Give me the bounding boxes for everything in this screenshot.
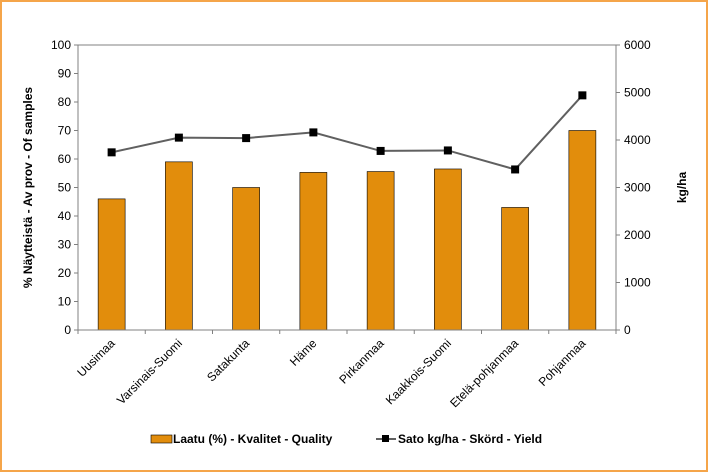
y-tick-label: 30 [58, 238, 72, 252]
y2-tick-label: 3000 [624, 181, 651, 195]
x-tick-label: Pirkanmaa [336, 336, 387, 387]
y-tick-label: 80 [58, 95, 72, 109]
y-tick-label: 20 [58, 266, 72, 280]
bar [568, 130, 597, 331]
x-tick-label: Kaakkois-Suomi [383, 336, 454, 407]
x-tick-label: Pohjanmaa [536, 336, 589, 389]
x-tick-label: Uusimaa [74, 336, 118, 380]
legend-line-marker [382, 435, 389, 442]
y2-tick-label: 1000 [624, 276, 651, 290]
legend-line-label: Sato kg/ha - Skörd - Yield [398, 432, 542, 446]
y-tick-label: 0 [64, 323, 71, 337]
bar [232, 187, 260, 331]
bar [97, 198, 126, 331]
y2-tick-label: 5000 [624, 86, 651, 100]
yield-point [511, 165, 520, 174]
y-tick-label: 10 [58, 295, 72, 309]
y2-tick-label: 4000 [624, 133, 651, 147]
yield-point [309, 128, 318, 137]
x-tick-label: Varsinais-Suomi [114, 336, 185, 407]
legend-bar-swatch [150, 434, 173, 444]
y-tick-label: 70 [58, 124, 72, 138]
bar [434, 168, 462, 331]
y2-tick-label: 0 [624, 323, 631, 337]
yield-point [443, 146, 452, 155]
y-tick-label: 50 [58, 181, 72, 195]
yield-point [578, 91, 587, 100]
bar [366, 171, 395, 331]
legend-bar-label: Laatu (%) - Kvalitet - Quality [173, 432, 333, 446]
y2-tick-label: 2000 [624, 228, 651, 242]
yield-point [107, 148, 116, 157]
y-tick-label: 100 [51, 38, 71, 52]
yield-point [242, 134, 251, 143]
bar [165, 161, 193, 331]
x-tick-label: Satakunta [204, 336, 252, 384]
bar [501, 207, 529, 331]
bar [299, 172, 328, 331]
y-tick-label: 40 [58, 209, 72, 223]
chart: 0 10 20 30 40 50 60 70 80 90 100 0 1000 2000 3000 4000… [21, 38, 689, 446]
plot-area [77, 44, 617, 331]
y2-tick-label: 6000 [624, 38, 651, 52]
yield-point [376, 146, 385, 155]
legend: Laatu (%) - Kvalitet - Quality Sato kg/h… [150, 432, 542, 446]
y-axis-title: % Näytteistä - Av prov - Of samples [21, 87, 35, 288]
y2-axis-title: kg/ha [675, 172, 689, 204]
y-tick-label: 90 [58, 67, 72, 81]
x-tick-label: Häme [287, 336, 320, 369]
yield-point [174, 133, 183, 142]
y-tick-label: 60 [58, 152, 72, 166]
x-tick-label: Etelä-pohjanmaa [447, 336, 521, 410]
yield-line [111, 94, 584, 171]
